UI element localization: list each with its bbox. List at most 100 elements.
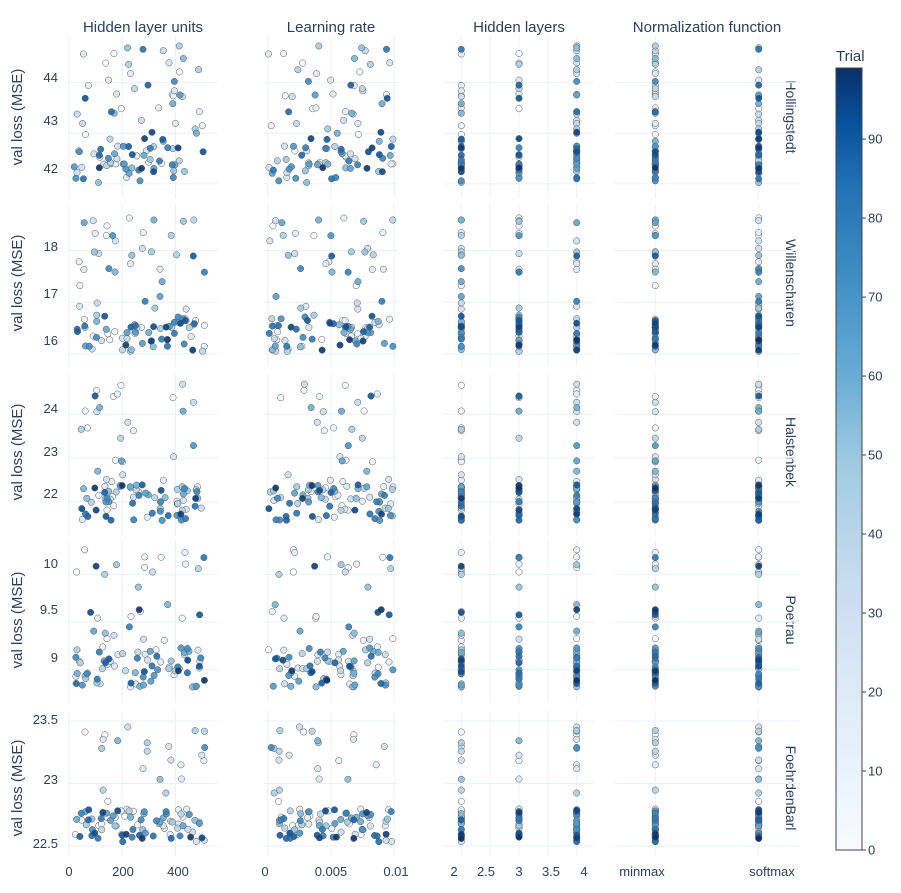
data-point xyxy=(111,268,119,276)
y-tick-label: 43 xyxy=(44,113,58,128)
data-point xyxy=(457,157,465,165)
data-point xyxy=(146,144,154,152)
data-point xyxy=(755,756,763,764)
data-point xyxy=(296,723,303,731)
data-point xyxy=(196,611,204,619)
data-point xyxy=(310,232,318,239)
y-tick-label: 10 xyxy=(44,556,58,571)
data-point xyxy=(298,650,306,658)
data-point xyxy=(110,631,118,639)
data-point xyxy=(573,789,581,797)
data-point xyxy=(157,325,164,332)
data-point xyxy=(164,601,172,609)
data-point xyxy=(201,744,209,751)
data-point xyxy=(308,727,316,735)
data-point xyxy=(179,380,187,388)
data-point xyxy=(573,66,581,74)
data-point xyxy=(288,667,296,675)
data-point xyxy=(302,144,310,152)
data-point xyxy=(181,549,189,556)
data-point xyxy=(126,483,134,491)
data-point xyxy=(114,807,122,815)
data-point xyxy=(305,808,313,816)
data-point xyxy=(353,299,361,307)
data-point xyxy=(87,608,95,616)
data-point xyxy=(90,627,98,635)
data-point xyxy=(164,512,172,520)
data-point xyxy=(457,471,465,479)
data-point xyxy=(364,659,371,667)
data-point xyxy=(272,217,280,225)
data-point xyxy=(755,553,763,561)
data-point xyxy=(113,390,121,398)
data-point xyxy=(515,94,523,102)
data-point xyxy=(515,669,523,677)
data-point xyxy=(515,475,523,483)
data-point xyxy=(280,50,288,57)
data-point xyxy=(348,425,356,433)
data-point xyxy=(363,809,371,816)
data-point xyxy=(755,775,763,783)
data-point xyxy=(361,248,369,256)
data-point xyxy=(118,482,126,490)
data-point xyxy=(305,645,313,652)
data-point xyxy=(142,489,150,497)
data-point xyxy=(515,164,523,172)
data-point xyxy=(271,601,279,609)
data-point xyxy=(573,635,581,643)
data-point xyxy=(387,160,395,168)
data-point xyxy=(179,55,187,62)
data-point xyxy=(157,498,164,506)
data-point xyxy=(339,647,347,655)
data-point xyxy=(366,323,374,331)
data-point xyxy=(139,765,147,773)
data-point xyxy=(573,55,581,62)
data-point xyxy=(457,512,465,520)
data-point xyxy=(174,667,182,675)
data-point xyxy=(755,297,763,305)
data-point xyxy=(457,681,465,689)
y-tick-label: 24 xyxy=(44,401,58,416)
data-point xyxy=(107,108,115,116)
data-point xyxy=(375,137,383,145)
data-point xyxy=(79,120,87,127)
colorbar-title: Trial xyxy=(836,48,865,65)
data-point xyxy=(185,811,193,818)
x-tick-label: softmax xyxy=(749,864,795,879)
colorbar-tick-label: 50 xyxy=(868,448,882,463)
data-point xyxy=(318,336,326,343)
data-point xyxy=(157,553,165,561)
data-point xyxy=(139,45,147,53)
data-point xyxy=(651,727,659,735)
data-point xyxy=(755,258,763,266)
data-point xyxy=(98,826,106,834)
data-point xyxy=(163,336,171,344)
data-point xyxy=(382,836,390,844)
data-point xyxy=(272,516,280,524)
column-title: Hidden layer units xyxy=(83,19,203,36)
data-point xyxy=(457,135,465,143)
data-point xyxy=(515,144,523,152)
data-point xyxy=(143,739,151,747)
y-tick-labels: 22.5 23 23.5 xyxy=(33,712,58,851)
data-point xyxy=(286,807,294,815)
data-point xyxy=(281,142,288,150)
data-point xyxy=(278,219,286,227)
data-point xyxy=(457,144,465,152)
data-point xyxy=(162,808,170,816)
data-point xyxy=(97,145,105,153)
data-point xyxy=(383,94,391,102)
data-point xyxy=(125,60,133,68)
data-point xyxy=(573,91,581,99)
data-point xyxy=(92,506,100,514)
data-point xyxy=(82,131,89,138)
data-point xyxy=(651,484,659,492)
data-point xyxy=(515,151,523,159)
data-point xyxy=(113,90,121,98)
data-point xyxy=(158,335,166,343)
y-tick-label: 23 xyxy=(44,444,58,459)
data-point xyxy=(305,820,313,828)
data-point xyxy=(457,265,465,273)
data-point xyxy=(457,164,465,172)
data-point xyxy=(129,427,137,435)
